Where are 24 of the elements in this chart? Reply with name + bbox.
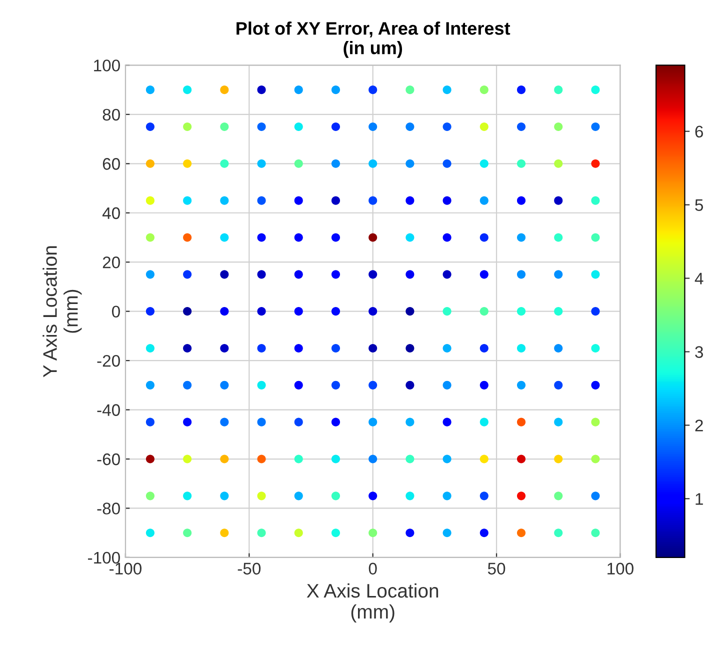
y-tick-label: 60 bbox=[102, 158, 120, 170]
x-axis-title: X Axis Location (mm) bbox=[306, 583, 438, 622]
color-bar-label: 3 bbox=[695, 346, 703, 358]
x-tick-label: 0 bbox=[368, 562, 377, 575]
y-tick-label: 40 bbox=[102, 207, 120, 220]
y-tick-label: -40 bbox=[97, 404, 120, 416]
color-bar-label: 5 bbox=[695, 199, 704, 211]
y-tick-label: -100 bbox=[88, 552, 120, 564]
y-axis-title: Y Axis Location (mm) bbox=[42, 246, 82, 378]
color-bar-label: 2 bbox=[695, 420, 703, 432]
y-tick-label: -20 bbox=[97, 354, 120, 367]
y-tick-label: -80 bbox=[97, 502, 120, 514]
y-tick-label: 0 bbox=[112, 306, 120, 318]
y-tick-label: -60 bbox=[97, 453, 120, 466]
color-bar-label: 4 bbox=[694, 272, 704, 284]
chart-title: Plot of XY Error, Area of Interest (in um) bbox=[236, 22, 510, 58]
color-bar-label: 6 bbox=[695, 126, 703, 138]
color-bar-label: 1 bbox=[696, 493, 703, 505]
y-tick-label: 100 bbox=[94, 60, 120, 72]
x-tick-label: 50 bbox=[488, 562, 506, 575]
x-tick-label: -50 bbox=[238, 562, 261, 575]
y-tick-label: 20 bbox=[102, 256, 120, 268]
x-tick-label: 100 bbox=[608, 562, 634, 575]
y-tick-label: 80 bbox=[102, 108, 120, 121]
